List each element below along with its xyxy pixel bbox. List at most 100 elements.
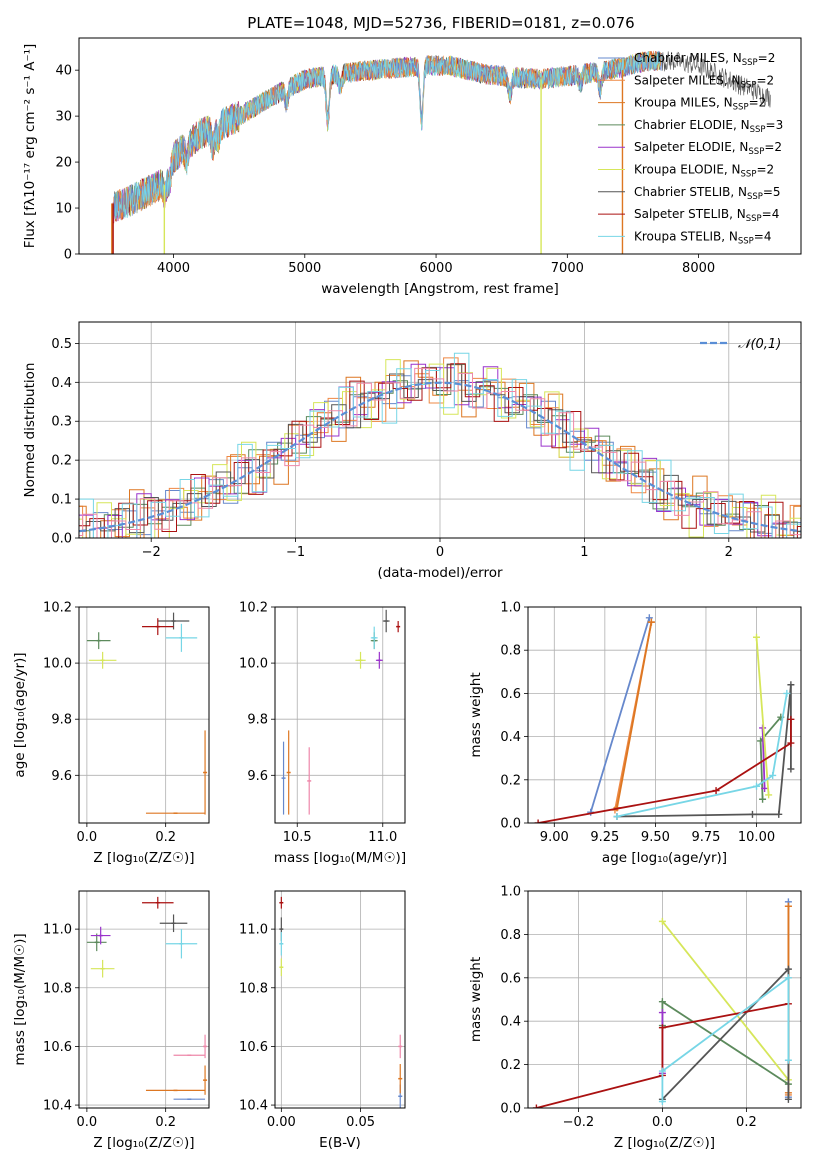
- x-tick-label: 0.0: [77, 830, 98, 845]
- legend-label: Kroupa MILES, NSSP=2: [634, 96, 766, 113]
- x-tick-label: 0.00: [267, 1115, 296, 1130]
- x-tick-label: 0: [436, 545, 444, 560]
- spectrum-axes: 4000 5000 6000 7000 8000 0 10 20 30 40 wavelength …: [22, 44, 715, 297]
- mass_vs_Z-points: [86, 896, 208, 1100]
- mass_vs_ebv-axes: 0.00 0.05 10.4 10.6 10.8 11.0 E(B-V): [239, 891, 405, 1151]
- series-marker: [658, 917, 666, 925]
- y-axis-label: age [log₁₀(age/yr)]: [12, 652, 28, 777]
- legend-subscript: SSP: [741, 80, 757, 90]
- legend-text: Chabrier MILES, N: [634, 51, 742, 65]
- weight_vs_Z-axes: −0.2 0.0 0.2 0.0 0.2 0.4 0.6 0.8 1.0 Z [log₁₀(Z/Z…: [468, 885, 801, 1151]
- series-line-krou_elodie: [661, 920, 790, 1081]
- x-tick-label: 0.0: [77, 1115, 98, 1130]
- legend-subscript: SSP: [747, 192, 763, 202]
- x-tick-label: 9.25: [590, 830, 619, 845]
- series-marker: [784, 1095, 792, 1103]
- residuals-frame: [78, 321, 802, 539]
- y-tick-label: 0.8: [500, 644, 521, 659]
- legend-label: Kroupa ELODIE, NSSP=2: [634, 163, 774, 180]
- series-marker: [761, 784, 769, 792]
- series-marker: [783, 689, 791, 697]
- series-marker: [532, 1104, 540, 1108]
- legend-subscript: SSP: [742, 58, 758, 68]
- age_vs_mass-frame: [274, 606, 406, 824]
- legend-count: =2: [758, 51, 776, 65]
- series-marker: [647, 618, 655, 626]
- series-marker: [759, 795, 767, 803]
- normal-curve: [79, 381, 801, 533]
- x-tick-label: 0.05: [346, 1115, 375, 1130]
- x-axis-label: E(B-V): [319, 1135, 361, 1151]
- x-axis-label: Z [log₁₀(Z/Z☉)]: [614, 1135, 715, 1151]
- x-tick-label: 0.0: [652, 1115, 673, 1130]
- series-marker: [787, 765, 795, 773]
- x-tick-label: −0.2: [563, 1115, 595, 1130]
- series-line-salp_elodie: [761, 727, 766, 789]
- y-tick-label: 30: [55, 110, 72, 125]
- legend-count: =3: [766, 118, 784, 132]
- y-tick-label: 10.8: [43, 981, 72, 996]
- legend-text: Kroupa ELODIE, N: [634, 163, 741, 177]
- series-line-krou_stelib: [661, 976, 790, 1102]
- legend-subscript: SSP: [733, 103, 749, 113]
- legend-label: Salpeter MILES, NSSP=2: [634, 73, 774, 90]
- x-tick-label: 11.0: [368, 830, 397, 845]
- legend-text: Kroupa MILES, N: [634, 96, 733, 110]
- y-axis-label: mass [log₁₀(M/M☉)]: [12, 933, 28, 1065]
- mass_vs_ebv-points: [279, 896, 403, 1108]
- figure-title: PLATE=1048, MJD=52736, FIBERID=0181, z=0…: [247, 14, 634, 32]
- spectrum-frame: [78, 37, 802, 255]
- weight_vs_age-series: [534, 614, 795, 823]
- y-tick-label: 0.4: [51, 376, 72, 391]
- y-tick-label: 10.4: [239, 1099, 268, 1114]
- series-marker: [658, 1009, 666, 1017]
- legend-count: =2: [756, 163, 774, 177]
- y-tick-label: 0.6: [500, 687, 521, 702]
- mass_vs_ebv-frame: [274, 890, 406, 1109]
- y-tick-label: 0.6: [500, 971, 521, 986]
- series-marker: [753, 782, 761, 790]
- legend-count: =4: [762, 207, 780, 221]
- series-marker: [658, 1067, 666, 1075]
- x-tick-label: 8000: [682, 261, 715, 276]
- x-axis-label: wavelength [Angstrom, rest frame]: [321, 281, 559, 297]
- y-axis-label: Flux [fλ10⁻¹⁷ erg cm⁻² s⁻¹ A⁻¹]: [22, 44, 38, 249]
- y-tick-label: 0.4: [500, 730, 521, 745]
- legend-count: =2: [749, 96, 767, 110]
- series-marker: [765, 791, 773, 799]
- series-marker: [748, 810, 756, 818]
- histogram-pink: [79, 367, 801, 538]
- x-axis-label: age [log₁₀(age/yr)]: [602, 850, 727, 866]
- series-line-salp_stelib: [537, 719, 792, 823]
- legend-text: Salpeter STELIB, N: [634, 207, 746, 221]
- x-tick-label: 0.2: [155, 830, 176, 845]
- legend-count: =2: [756, 73, 774, 87]
- y-tick-label: 0.2: [500, 1058, 521, 1073]
- y-tick-label: 10.0: [239, 657, 268, 672]
- x-tick-label: 10.00: [738, 830, 775, 845]
- legend-text: Salpeter ELODIE, N: [634, 140, 748, 154]
- age_vs_mass-points: [281, 609, 401, 815]
- y-tick-label: 0.5: [51, 337, 72, 352]
- x-tick-label: 0.2: [155, 1115, 176, 1130]
- legend-subscript: SSP: [748, 147, 764, 157]
- x-tick-label: 9.00: [540, 830, 569, 845]
- histogram-chab_stelib: [79, 363, 801, 538]
- series-marker: [658, 1097, 666, 1105]
- legend-subscript: SSP: [738, 236, 754, 246]
- x-tick-label: 10.5: [283, 830, 312, 845]
- y-tick-label: 0.2: [500, 773, 521, 788]
- legend-label: Chabrier MILES, NSSP=2: [634, 51, 775, 68]
- series-line-chab_stelib: [661, 966, 790, 1100]
- y-tick-label: 0.8: [500, 928, 521, 943]
- age_vs_Z-frame: [78, 606, 210, 824]
- y-tick-label: 10.2: [239, 601, 268, 616]
- series-marker: [769, 771, 777, 779]
- series-marker: [787, 715, 795, 723]
- x-axis-label: mass [log₁₀(M/M☉)]: [274, 850, 406, 866]
- y-tick-label: 0.0: [500, 817, 521, 832]
- y-tick-label: 9.8: [51, 713, 72, 728]
- y-tick-label: 9.6: [51, 769, 72, 784]
